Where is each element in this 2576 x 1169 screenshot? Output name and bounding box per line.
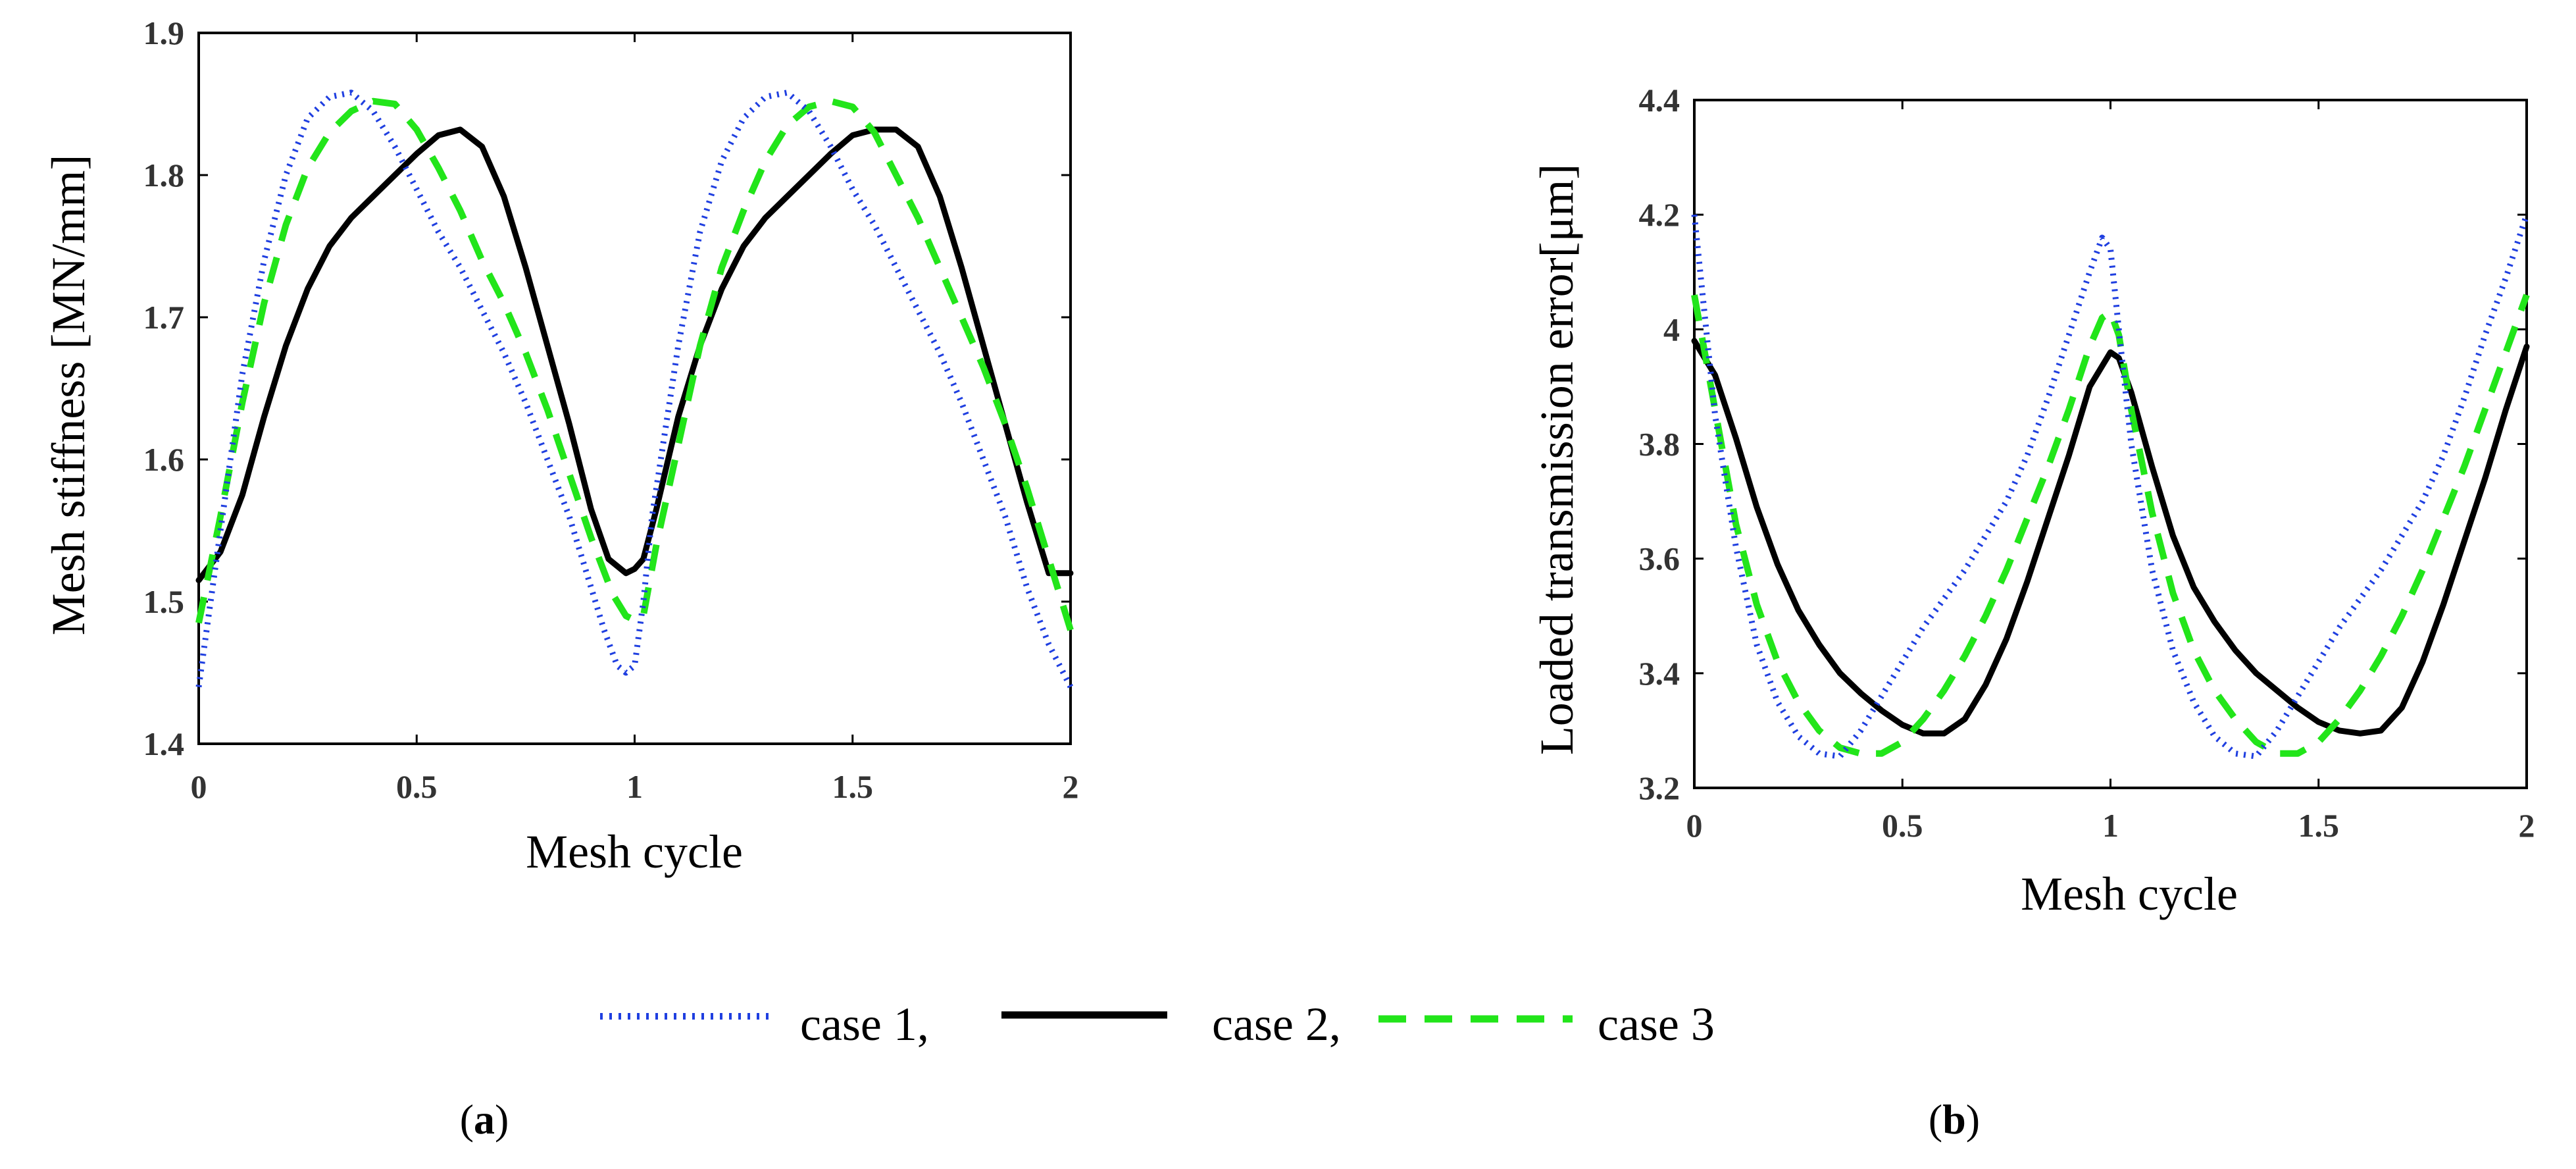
panel-b-xtick-label: 2: [2519, 807, 2535, 844]
panel-a-xtick-label: 1.5: [832, 768, 874, 805]
panel-a-xlabel: Mesh cycle: [526, 825, 743, 878]
panel-a-ytick-label: 1.7: [143, 299, 185, 336]
panel-a-xtick-label: 1: [626, 768, 643, 805]
legend-label-case-2: case 2,: [1212, 998, 1341, 1051]
panel-b-series-case-3: [1691, 294, 2530, 757]
panel-b-ytick-label: 3.2: [1639, 769, 1680, 806]
panel-a-ytick-label: 1.6: [143, 441, 185, 478]
panel-a-ytick-label: 1.8: [143, 157, 185, 194]
panel-b-series-case-1: [1691, 213, 2530, 760]
panel-b-ytick-label: 3.8: [1639, 426, 1680, 463]
panel-b-ytick-label: 4.4: [1639, 82, 1680, 118]
panel-a-series-case-2: [195, 126, 1074, 584]
panel-a-plot-area: [197, 32, 1072, 745]
panel-a-series-case-3: [195, 97, 1074, 631]
panel-b-ytick-label: 3.6: [1639, 540, 1680, 577]
caption-b: (b): [1929, 1096, 1980, 1143]
panel-b-ytick-label: 4.2: [1639, 196, 1680, 233]
panel-b-xlabel: Mesh cycle: [2021, 868, 2238, 920]
panel-b-xtick-label: 0.5: [1882, 807, 1923, 844]
caption-a: (a): [460, 1096, 509, 1143]
legend: case 1, case 2, case 3: [600, 998, 1715, 1051]
legend-label-case-3: case 3: [1598, 998, 1715, 1051]
panel-a-ytick-label: 1.9: [143, 14, 185, 51]
panel-a-mesh-stiffness: 0 0.5 1 1.5 2 1.4 1.5 1.6 1.7 1.8 1.9 Mesh cycle M…: [42, 14, 1079, 878]
panel-a-xtick-label: 0.5: [396, 768, 438, 805]
panel-b-plot-area: [1693, 99, 2528, 789]
panel-b-tick-labels: 0 0.5 1 1.5 2 3.2 3.4 3.6 3.8 4 4.2 4.4: [1639, 82, 2535, 844]
panel-b-series-case-2: [1691, 338, 2530, 737]
legend-label-case-1: case 1,: [800, 998, 929, 1051]
panel-a-xtick-label: 2: [1063, 768, 1079, 805]
panel-a-ytick-label: 1.4: [143, 725, 185, 762]
panel-b-xtick-label: 0: [1686, 807, 1703, 844]
panel-b-xtick-label: 1.5: [2298, 807, 2340, 844]
panel-a-series: [195, 90, 1074, 688]
panel-a-tick-labels: 0 0.5 1 1.5 2 1.4 1.5 1.6 1.7 1.8 1.9: [143, 14, 1079, 805]
panel-b-ytick-label: 4: [1663, 311, 1680, 348]
panel-b-transmission-error: 0 0.5 1 1.5 23.23.43.63.844.24.4 Mesh cycle …: [1530, 82, 2535, 920]
panel-b-series: [1691, 213, 2530, 760]
panel-b-ylabel: Loaded transmission error[μm]: [1530, 164, 1583, 755]
panel-a-ytick-label: 1.5: [143, 583, 185, 620]
panel-b-ytick-label: 3.4: [1639, 655, 1680, 692]
panel-a-ylabel: Mesh stiffness [MN/mm]: [42, 155, 95, 636]
panel-a-xtick-label: 0: [191, 768, 207, 805]
panel-b-xtick-label: 1: [2102, 807, 2119, 844]
